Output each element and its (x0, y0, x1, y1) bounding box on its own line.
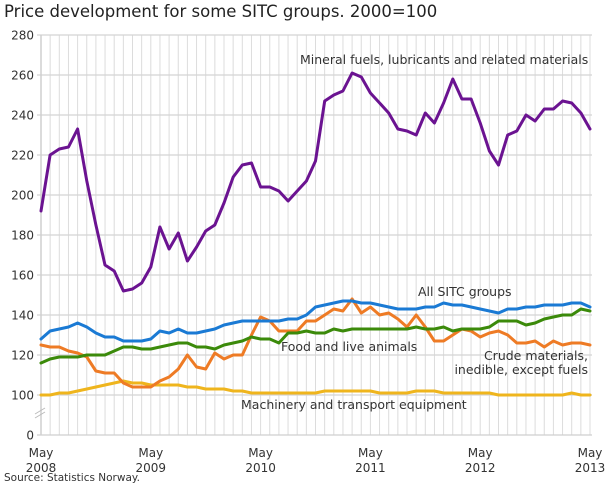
series-label: Mineral fuels, lubricants and related ma… (300, 52, 588, 67)
source-note: Source: Statistics Norway. (4, 472, 140, 484)
x-tick-year: 2010 (245, 461, 276, 475)
x-tick-year: 2011 (355, 461, 386, 475)
x-tick-year: 2009 (136, 461, 167, 475)
series-line-mineral-fuels-lubricants-and-related-materials (39, 71, 592, 293)
series-line-all-sitc-groups (39, 299, 592, 343)
x-tick-month: May (138, 446, 163, 460)
y-tick-label: 100 (11, 389, 34, 403)
y-tick-label: 180 (11, 229, 34, 243)
y-tick-label: 0 (26, 429, 34, 443)
series-label: inedible, except fuels (454, 362, 588, 377)
series-line-crude-materials-inedible-except-fuels (39, 297, 592, 389)
series-line-food-and-live-animals (39, 307, 592, 365)
chart-title: Price development for some SITC groups. … (4, 2, 438, 21)
y-tick-label: 280 (11, 29, 34, 43)
series-label: Crude materials, (484, 348, 588, 363)
axis-break-mark (34, 407, 46, 415)
x-tick-month: May (358, 446, 383, 460)
x-tick-year: 2013 (575, 461, 606, 475)
x-tick-month: May (578, 446, 603, 460)
series-label: Machinery and transport equipment (241, 397, 467, 412)
series-line-machinery-and-transport-equipment (39, 379, 592, 397)
y-tick-label: 120 (11, 349, 34, 363)
y-tick-label: 160 (11, 269, 34, 283)
y-tick-label: 220 (11, 149, 34, 163)
axis-break-mark (34, 411, 46, 419)
series-label: All SITC groups (418, 284, 512, 299)
x-tick-month: May (468, 446, 493, 460)
y-tick-label: 240 (11, 109, 34, 123)
x-tick-year: 2012 (465, 461, 496, 475)
x-tick-month: May (29, 446, 54, 460)
y-tick-label: 260 (11, 69, 34, 83)
y-tick-label: 140 (11, 309, 34, 323)
y-tick-label: 200 (11, 189, 34, 203)
series-label: Food and live animals (281, 339, 417, 354)
x-tick-year: 2008 (26, 461, 57, 475)
x-tick-month: May (248, 446, 273, 460)
